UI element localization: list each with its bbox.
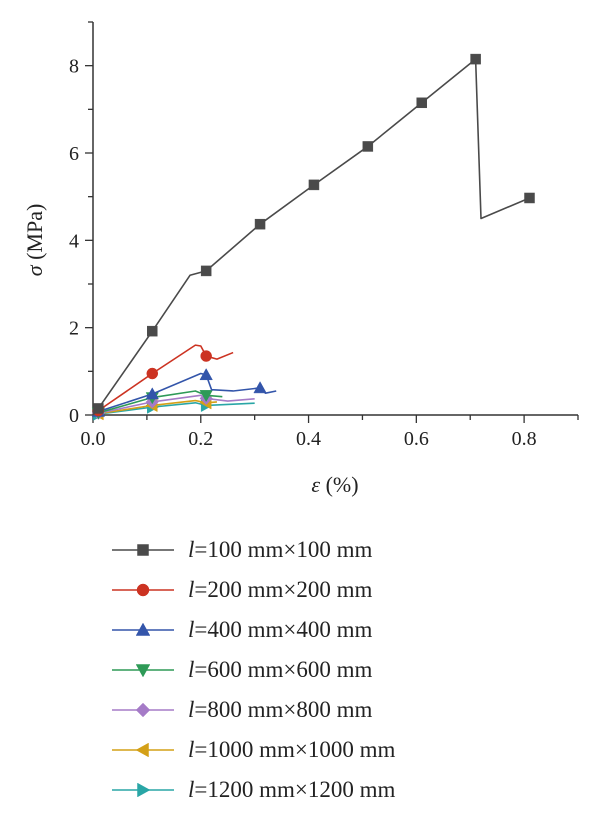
- y-tick-label: 0: [69, 405, 79, 427]
- legend-entry: l=800 mm×800 mm: [108, 690, 528, 730]
- legend-marker: [137, 544, 149, 556]
- legend-size: =100 mm×100 mm: [194, 537, 373, 562]
- legend-entry: l=1000 mm×1000 mm: [108, 730, 528, 770]
- axes: 0.0 0.2 0.4 0.6 0.8 0 2 4 6 8: [69, 21, 579, 450]
- series-line: [92, 58, 530, 416]
- legend-symbol: [112, 702, 174, 718]
- legend-label: l=100 mm×100 mm: [188, 537, 372, 563]
- data-point: [308, 179, 320, 191]
- y-tick-label: 4: [69, 230, 79, 252]
- legend-size: =600 mm×600 mm: [194, 657, 373, 682]
- legend-label: l=400 mm×400 mm: [188, 617, 372, 643]
- legend-size: =400 mm×400 mm: [194, 617, 373, 642]
- series-0: [92, 53, 535, 416]
- y-axis-symbol: σ: [22, 264, 47, 276]
- legend-symbol: [112, 583, 174, 597]
- legend-entry: l=600 mm×600 mm: [108, 650, 528, 690]
- legend-marker: [136, 583, 150, 597]
- legend-size: =200 mm×200 mm: [194, 577, 373, 602]
- legend-marker: [135, 702, 151, 718]
- x-axis-symbol: ε: [311, 472, 320, 497]
- x-tick-label: 0.0: [81, 428, 106, 450]
- legend-entry: l=400 mm×400 mm: [108, 610, 528, 650]
- legend-symbol: [112, 742, 174, 758]
- legend-size: =1200 mm×1200 mm: [194, 777, 396, 802]
- legend-marker: [135, 622, 151, 636]
- legend-label: l=800 mm×800 mm: [188, 697, 372, 723]
- legend-variable: l: [188, 777, 195, 802]
- legend-label: l=600 mm×600 mm: [188, 657, 372, 683]
- data-point: [254, 218, 266, 230]
- legend-marker: [135, 664, 151, 678]
- y-axis-unit: (MPa): [22, 204, 47, 266]
- series-line: [92, 344, 234, 416]
- legend-marker: [135, 742, 149, 758]
- legend-marker: [137, 782, 151, 798]
- legend-size: =800 mm×800 mm: [194, 697, 373, 722]
- data-point: [470, 53, 481, 65]
- data-point: [524, 192, 535, 204]
- legend-variable: l: [188, 697, 195, 722]
- data-point: [200, 265, 212, 277]
- y-tick-label: 8: [69, 56, 79, 78]
- legend-entry: l=1200 mm×1200 mm: [108, 770, 528, 810]
- x-axis-unit: (%): [320, 472, 358, 497]
- legend-entry: l=100 mm×100 mm: [108, 530, 528, 570]
- data-point: [416, 97, 427, 109]
- data-point: [199, 368, 213, 381]
- data-point: [147, 325, 158, 337]
- legend: l=100 mm×100 mm l=200 mm×200 mm l=400 mm×4…: [108, 530, 528, 810]
- data-point: [362, 141, 374, 152]
- legend-symbol: [112, 782, 174, 798]
- series-layer: [91, 53, 535, 421]
- legend-variable: l: [188, 577, 195, 602]
- x-tick-label: 0.4: [296, 428, 321, 450]
- legend-size: =1000 mm×1000 mm: [194, 737, 396, 762]
- x-tick-label: 0.2: [188, 428, 213, 450]
- data-point: [199, 390, 213, 403]
- y-tick-label: 6: [69, 143, 79, 165]
- legend-label: l=1200 mm×1200 mm: [188, 777, 395, 803]
- legend-variable: l: [188, 537, 195, 562]
- legend-variable: l: [188, 657, 195, 682]
- legend-entry: l=200 mm×200 mm: [108, 570, 528, 610]
- data-point: [200, 350, 212, 362]
- legend-variable: l: [188, 617, 195, 642]
- legend-variable: l: [188, 737, 195, 762]
- data-point: [146, 367, 159, 380]
- x-tick-label: 0.6: [404, 428, 429, 450]
- data-point: [253, 381, 267, 394]
- legend-symbol: [112, 622, 174, 636]
- data-point: [93, 403, 104, 414]
- y-tick-label: 2: [69, 318, 79, 340]
- legend-label: l=1000 mm×1000 mm: [188, 737, 395, 763]
- stress-strain-chart: 0.0 0.2 0.4 0.6 0.8 0 2 4 6 8 σ (MPa) ε (%): [22, 21, 579, 497]
- y-axis-title: σ (MPa): [22, 204, 47, 277]
- legend-label: l=200 mm×200 mm: [188, 577, 372, 603]
- data-point: [145, 387, 159, 400]
- legend-symbol: [112, 664, 174, 678]
- x-axis-title: ε (%): [311, 472, 358, 497]
- legend-symbol: [112, 544, 174, 556]
- x-tick-label: 0.8: [512, 428, 537, 450]
